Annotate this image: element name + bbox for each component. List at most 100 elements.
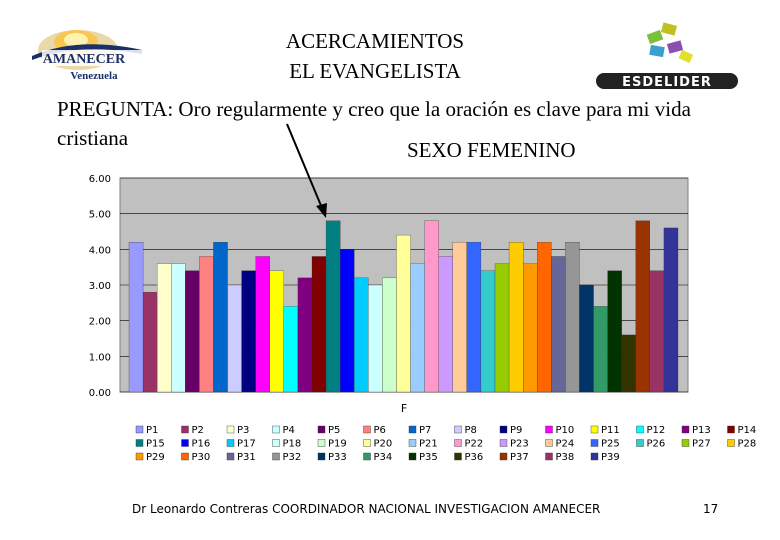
legend-label-p5: P5 bbox=[328, 425, 340, 436]
legend-label-p38: P38 bbox=[556, 452, 575, 463]
bar-p27 bbox=[494, 263, 510, 393]
logo-left-text2: Venezuela bbox=[70, 70, 118, 82]
legend-swatch-p15 bbox=[135, 439, 144, 447]
legend-label-p32: P32 bbox=[283, 452, 302, 463]
y-tick-label: 1.00 bbox=[89, 352, 111, 363]
legend-label-p12: P12 bbox=[647, 425, 666, 436]
legend-label-p3: P3 bbox=[237, 425, 249, 436]
bar-p31 bbox=[551, 256, 566, 393]
logo-left-text1: AMANECER bbox=[43, 52, 126, 67]
legend-swatch-p31 bbox=[226, 452, 235, 461]
bar-p9 bbox=[241, 270, 256, 393]
legend-label-p36: P36 bbox=[465, 452, 484, 463]
question-text: PREGUNTA: Oro regularmente y creo que la… bbox=[57, 97, 691, 150]
legend-label-p34: P34 bbox=[374, 452, 393, 463]
bar-p19 bbox=[382, 277, 397, 393]
legend-label-p10: P10 bbox=[556, 425, 575, 436]
bar-p20 bbox=[396, 234, 411, 393]
legend-swatch-p16 bbox=[181, 439, 189, 447]
legend-swatch-p11 bbox=[590, 425, 599, 434]
legend-swatch-p1 bbox=[135, 425, 144, 434]
y-tick-label: 5.00 bbox=[89, 210, 111, 221]
legend-label-p21: P21 bbox=[419, 439, 438, 450]
legend-label-p11: P11 bbox=[601, 425, 620, 436]
legend-label-p30: P30 bbox=[192, 452, 211, 463]
legend-swatch-p13 bbox=[681, 425, 690, 434]
esdelider-logo: ESDELIDER bbox=[596, 22, 738, 90]
bar-p22 bbox=[424, 220, 439, 393]
legend-label-p19: P19 bbox=[328, 439, 347, 450]
legend-label-p23: P23 bbox=[510, 439, 529, 450]
bar-p26 bbox=[480, 270, 496, 393]
bar-p18 bbox=[368, 284, 383, 393]
legend-label-p8: P8 bbox=[465, 425, 477, 436]
bar-p8 bbox=[227, 284, 242, 393]
legend-label-p18: P18 bbox=[283, 439, 302, 450]
legend-label-p20: P20 bbox=[374, 439, 393, 450]
legend-label-p31: P31 bbox=[237, 452, 256, 463]
bar-p17 bbox=[354, 277, 369, 393]
legend-label-p33: P33 bbox=[328, 452, 347, 463]
bar-p25 bbox=[466, 242, 482, 393]
footer-text: Dr Leonardo Contreras COORDINADOR NACION… bbox=[132, 502, 601, 516]
amanecer-logo: AMANECER Venezuela bbox=[32, 30, 142, 82]
legend-label-p1: P1 bbox=[146, 425, 158, 436]
legend-label-p24: P24 bbox=[556, 439, 575, 450]
legend-swatch-p14 bbox=[727, 425, 735, 434]
legend-label-p2: P2 bbox=[192, 425, 204, 436]
legend-swatch-p4 bbox=[272, 425, 280, 434]
page-title: ACERCAMIENTOS EL EVANGELISTA bbox=[230, 26, 520, 86]
legend-swatch-p37 bbox=[499, 452, 508, 461]
bar-p7 bbox=[213, 242, 228, 393]
legend-label-p39: P39 bbox=[601, 452, 620, 463]
bar-p24 bbox=[452, 242, 467, 393]
bar-p39 bbox=[663, 227, 679, 393]
legend-swatch-p8 bbox=[454, 425, 462, 434]
legend-swatch-p29 bbox=[135, 452, 144, 461]
legend-label-p22: P22 bbox=[465, 439, 484, 450]
legend-swatch-p21 bbox=[408, 439, 417, 447]
gender-label: SEXO FEMENINO bbox=[407, 138, 576, 162]
bar-p28 bbox=[508, 242, 524, 393]
legend-label-p15: P15 bbox=[146, 439, 165, 450]
legend-label-p17: P17 bbox=[237, 439, 256, 450]
legend-swatch-p24 bbox=[545, 439, 553, 447]
legend-label-p6: P6 bbox=[374, 425, 386, 436]
legend-swatch-p35 bbox=[408, 452, 417, 461]
y-tick-label: 3.00 bbox=[89, 281, 111, 292]
bar-p37 bbox=[635, 220, 650, 393]
bar-p13 bbox=[297, 277, 313, 393]
bar-p12 bbox=[283, 306, 299, 393]
legend-swatch-p19 bbox=[317, 439, 326, 447]
y-tick-label: 6.00 bbox=[89, 174, 111, 185]
legend-swatch-p39 bbox=[590, 452, 599, 461]
legend-swatch-p25 bbox=[590, 439, 599, 447]
bar-p10 bbox=[255, 256, 270, 393]
legend-swatch-p38 bbox=[545, 452, 553, 461]
bar-p23 bbox=[438, 256, 453, 393]
y-tick-label: 4.00 bbox=[89, 245, 111, 256]
legend-swatch-p3 bbox=[226, 425, 235, 434]
legend-label-p16: P16 bbox=[192, 439, 211, 450]
bar-p6 bbox=[199, 256, 214, 393]
legend-swatch-p18 bbox=[272, 439, 280, 447]
bar-p34 bbox=[593, 306, 608, 393]
legend-label-p37: P37 bbox=[510, 452, 529, 463]
bar-p29 bbox=[523, 263, 538, 393]
bar-p36 bbox=[621, 334, 636, 393]
legend-swatch-p36 bbox=[454, 452, 462, 461]
logo-right-text: ESDELIDER bbox=[622, 75, 712, 90]
legend-label-p4: P4 bbox=[283, 425, 295, 436]
bar-p21 bbox=[410, 263, 425, 393]
y-tick-label: 0.00 bbox=[89, 388, 111, 399]
legend-label-p35: P35 bbox=[419, 452, 438, 463]
legend-label-p27: P27 bbox=[692, 439, 711, 450]
bar-p2 bbox=[142, 291, 158, 393]
legend-label-p29: P29 bbox=[146, 452, 165, 463]
legend-swatch-p33 bbox=[317, 452, 326, 461]
legend-swatch-p9 bbox=[499, 425, 508, 434]
bar-p35 bbox=[607, 270, 622, 393]
legend-swatch-p26 bbox=[636, 439, 644, 447]
legend-swatch-p7 bbox=[408, 425, 417, 434]
